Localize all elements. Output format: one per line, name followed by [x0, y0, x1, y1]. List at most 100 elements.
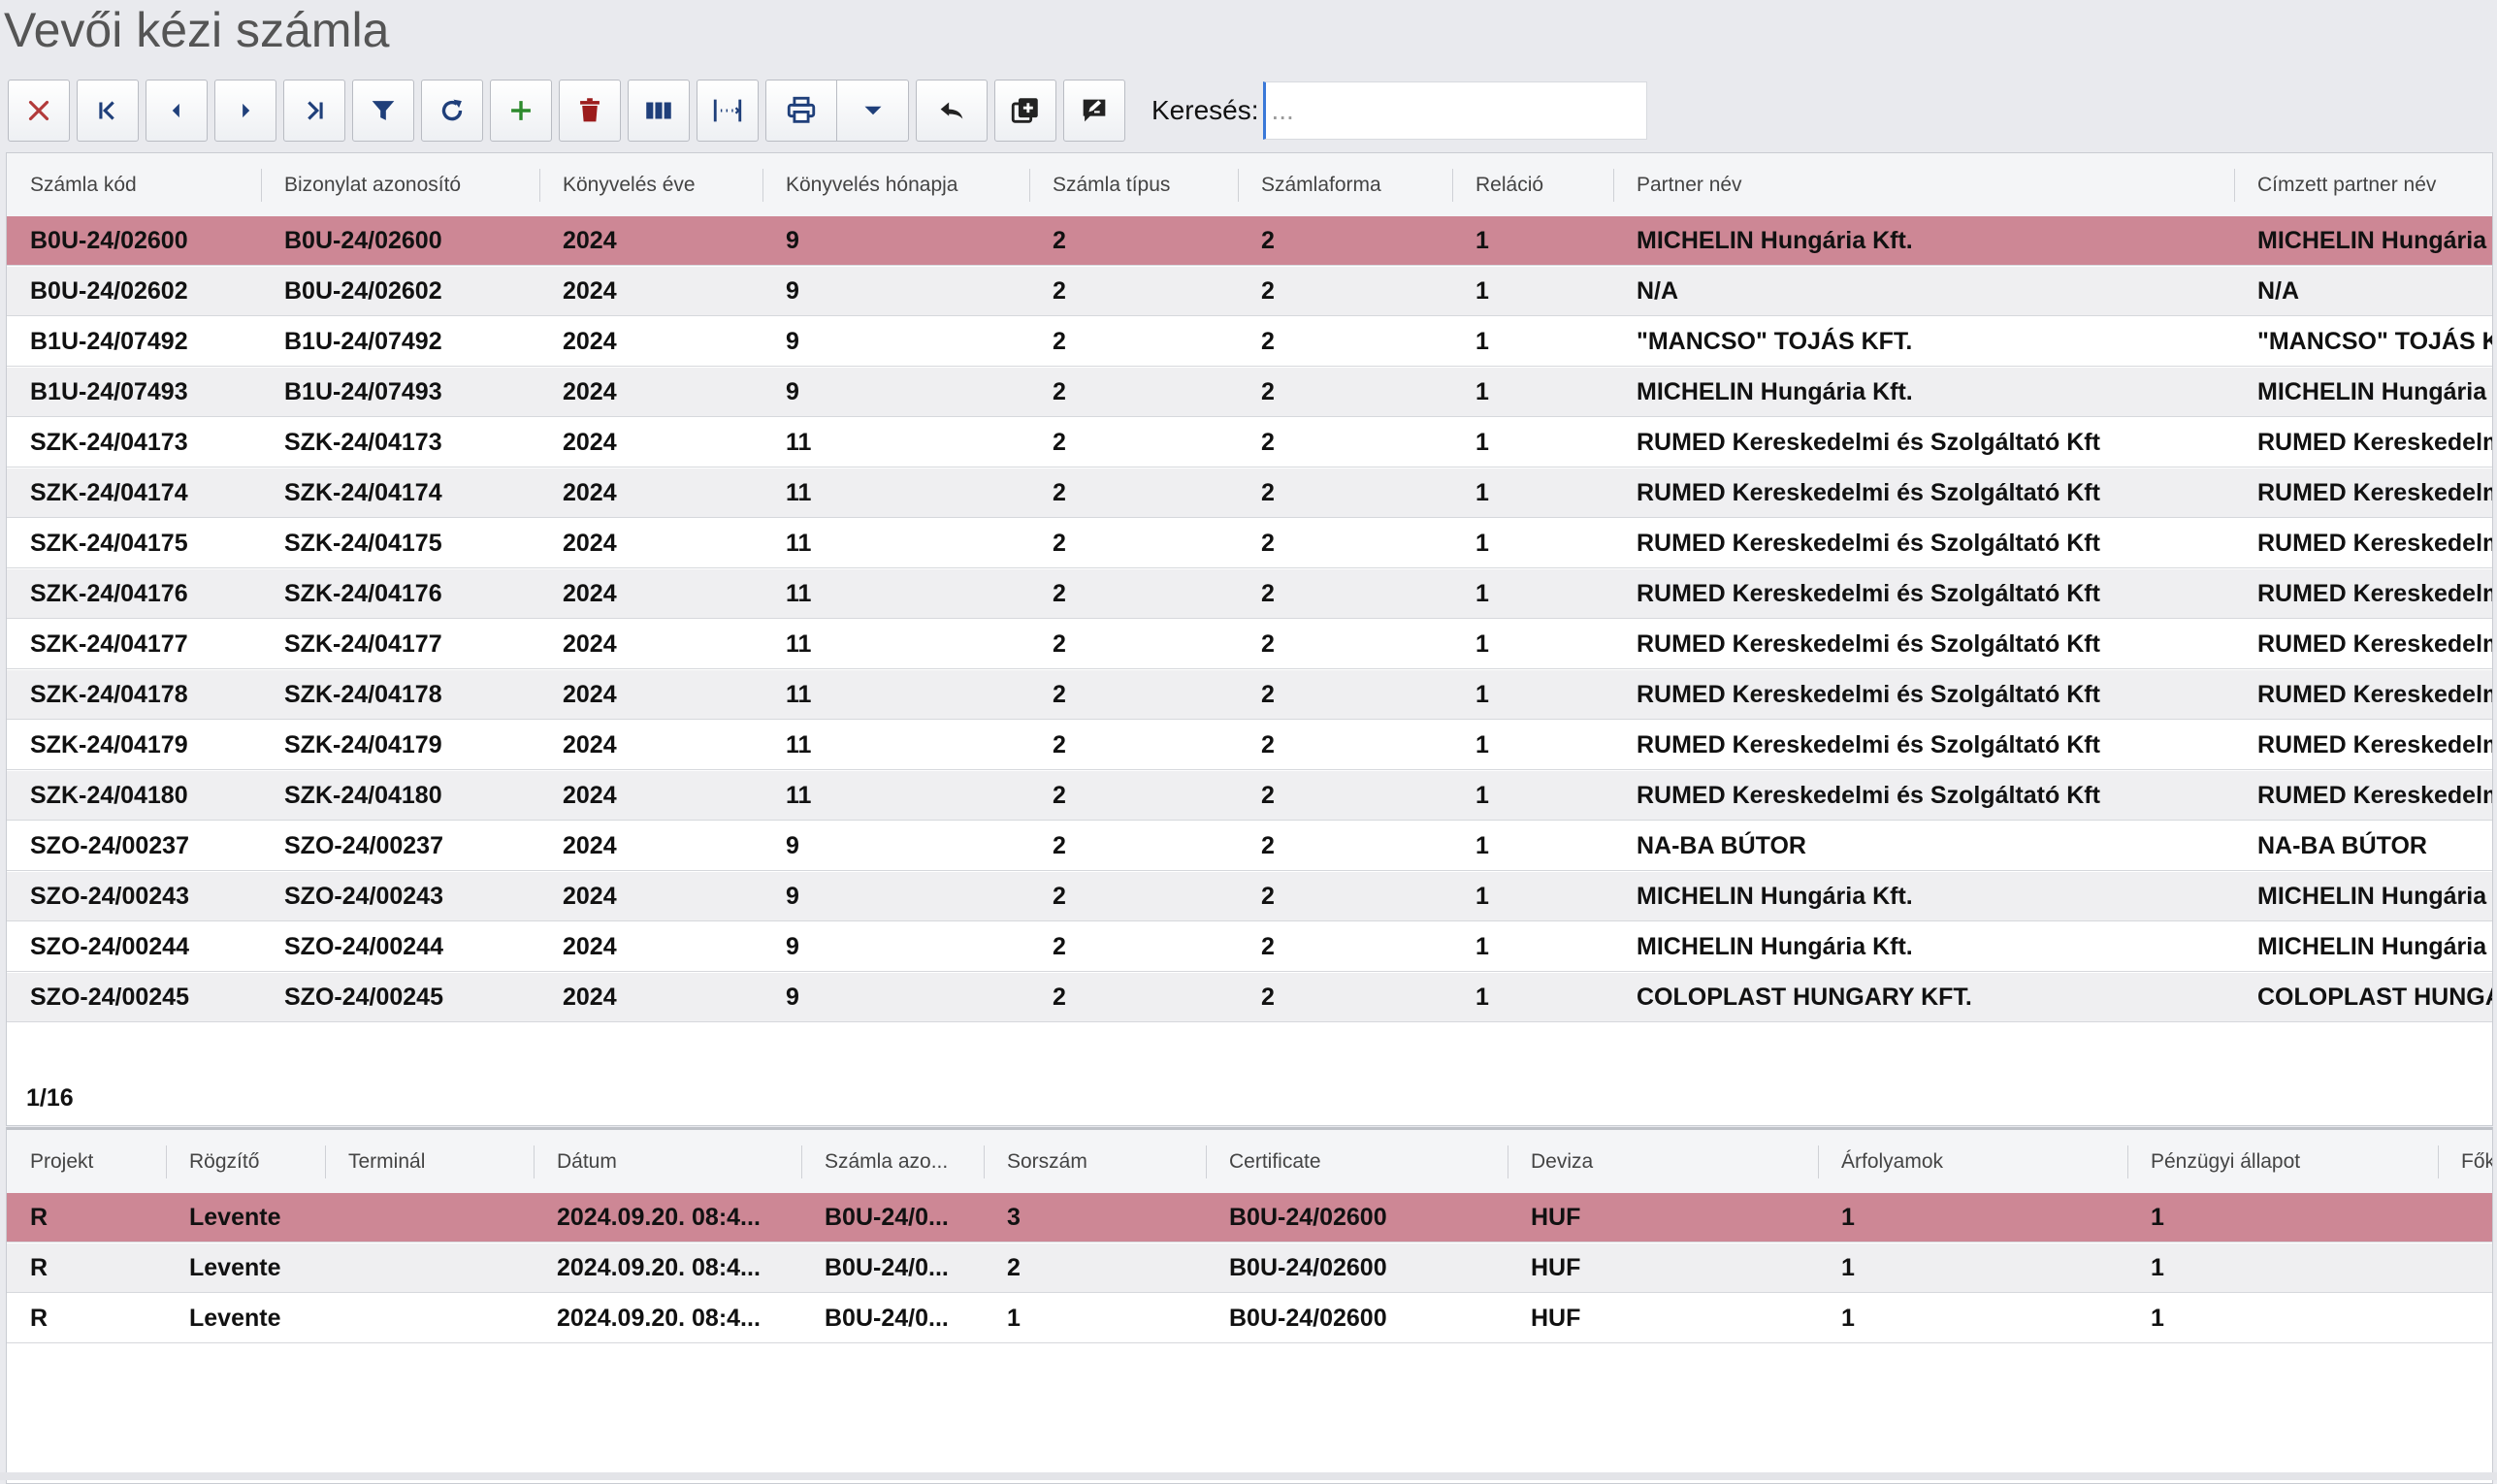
table-cell: RUMED Kereskedelmi és Szolgáltató Kft: [1637, 782, 2100, 809]
column-header[interactable]: Pénzügyi állapot: [2151, 1150, 2301, 1173]
column-resize-handle[interactable]: [1238, 169, 1239, 202]
column-header[interactable]: Fők: [2461, 1150, 2493, 1173]
columns-icon: [646, 102, 671, 119]
table-row[interactable]: SZO-24/00244 SZO-24/00244 2024 9 2 2 1 MICHELIN…: [7, 922, 2492, 972]
table-cell: 2: [1053, 984, 1066, 1011]
column-header[interactable]: Sorszám: [1007, 1150, 1087, 1173]
first-record-button[interactable]: [77, 80, 139, 142]
table-cell: 1: [1476, 832, 1489, 859]
table-row[interactable]: SZK-24/04174 SZK-24/04174 2024 11 2 2 1 RUMED K…: [7, 468, 2492, 518]
column-resize-handle[interactable]: [2234, 169, 2235, 202]
column-resize-handle[interactable]: [325, 1145, 326, 1178]
table-cell: MICHELIN Hungária Kft.: [1637, 933, 1913, 960]
column-header[interactable]: Deviza: [1531, 1150, 1594, 1173]
table-row[interactable]: R Levente 2024.09.20. 08:4... B0U-24/0... 1 B…: [7, 1294, 2492, 1343]
column-resize-handle[interactable]: [539, 169, 540, 202]
column-header[interactable]: Dátum: [557, 1150, 617, 1173]
column-resize-handle[interactable]: [1029, 169, 1030, 202]
table-row[interactable]: SZO-24/00243 SZO-24/00243 2024 9 2 2 1 MICHELIN…: [7, 872, 2492, 921]
column-resize-handle[interactable]: [534, 1145, 535, 1178]
table-row[interactable]: SZO-24/00237 SZO-24/00237 2024 9 2 2 1 NA-BA BÚ…: [7, 822, 2492, 871]
table-cell: 2: [1053, 883, 1066, 910]
filter-button[interactable]: [352, 80, 414, 142]
fit-columns-button[interactable]: [697, 80, 759, 142]
table-row[interactable]: SZK-24/04177 SZK-24/04177 2024 11 2 2 1 RUMED K…: [7, 620, 2492, 669]
table-row[interactable]: SZK-24/04176 SZK-24/04176 2024 11 2 2 1 RUMED K…: [7, 569, 2492, 619]
previous-record-button[interactable]: [146, 80, 208, 142]
column-resize-handle[interactable]: [984, 1145, 985, 1178]
column-header[interactable]: Könyvelés hónapja: [786, 174, 958, 196]
undo-button[interactable]: [916, 80, 988, 142]
table-row[interactable]: SZK-24/04173 SZK-24/04173 2024 11 2 2 1 RUMED K…: [7, 418, 2492, 468]
columns-button[interactable]: [628, 80, 690, 142]
table-cell: 2: [1261, 883, 1275, 910]
column-header[interactable]: Könyvelés éve: [563, 174, 696, 196]
invoice-grid: Számla kód Bizonylat azonosító Könyvelés é…: [6, 152, 2493, 1126]
table-cell: B1U-24/07493: [284, 378, 442, 405]
last-record-button[interactable]: [283, 80, 345, 142]
table-cell: 9: [786, 277, 799, 305]
column-resize-handle[interactable]: [2438, 1145, 2439, 1178]
print-icon: [787, 96, 816, 123]
column-header[interactable]: Számlaforma: [1261, 174, 1381, 196]
column-header[interactable]: Címzett partner név: [2257, 174, 2437, 196]
table-row[interactable]: SZK-24/04180 SZK-24/04180 2024 11 2 2 1 RUMED K…: [7, 771, 2492, 821]
table-row[interactable]: B0U-24/02602 B0U-24/02602 2024 9 2 2 1 N/A N/A: [7, 267, 2492, 316]
table-cell: MICHELIN Hungária Kft.: [2257, 883, 2492, 910]
column-header[interactable]: Reláció: [1476, 174, 1544, 196]
column-resize-handle[interactable]: [1613, 169, 1614, 202]
table-cell: 2024: [563, 580, 617, 607]
column-header[interactable]: Árfolyamok: [1841, 1150, 1944, 1173]
column-header[interactable]: Rögzítő: [189, 1150, 260, 1173]
table-cell: Levente: [189, 1254, 281, 1281]
column-header[interactable]: Certificate: [1229, 1150, 1321, 1173]
table-row[interactable]: B1U-24/07493 B1U-24/07493 2024 9 2 2 1 MICHELIN…: [7, 368, 2492, 417]
edit-note-button[interactable]: [1063, 80, 1125, 142]
table-row[interactable]: R Levente 2024.09.20. 08:4... B0U-24/0... 2 B…: [7, 1243, 2492, 1293]
table-cell: R: [30, 1305, 49, 1332]
column-resize-handle[interactable]: [2127, 1145, 2128, 1178]
table-cell: SZO-24/00245: [284, 984, 443, 1011]
search-input[interactable]: [1262, 81, 1647, 140]
table-row[interactable]: SZK-24/04175 SZK-24/04175 2024 11 2 2 1 RUMED K…: [7, 519, 2492, 568]
table-row[interactable]: B1U-24/07492 B1U-24/07492 2024 9 2 2 1 "MANCSO"…: [7, 317, 2492, 367]
table-cell: 1: [1476, 782, 1489, 809]
table-row[interactable]: B0U-24/02600 B0U-24/02600 2024 9 2 2 1 MICHELIN…: [7, 216, 2492, 266]
column-header[interactable]: Projekt: [30, 1150, 94, 1173]
column-resize-handle[interactable]: [1452, 169, 1453, 202]
table-row[interactable]: SZO-24/00245 SZO-24/00245 2024 9 2 2 1 COLOPLAS…: [7, 973, 2492, 1022]
print-button[interactable]: [765, 80, 837, 142]
table-cell: B0U-24/02600: [1229, 1254, 1387, 1281]
column-resize-handle[interactable]: [1818, 1145, 1819, 1178]
column-header[interactable]: Terminál: [348, 1150, 426, 1173]
refresh-button[interactable]: [421, 80, 483, 142]
column-header[interactable]: Bizonylat azonosító: [284, 174, 462, 196]
caret-left-icon: [172, 103, 179, 118]
column-header[interactable]: Partner név: [1637, 174, 1742, 196]
column-header[interactable]: Számla típus: [1053, 174, 1171, 196]
column-resize-handle[interactable]: [801, 1145, 802, 1178]
page-title: Vevői kézi számla: [4, 3, 390, 57]
table-row[interactable]: R Levente 2024.09.20. 08:4... B0U-24/0... 3 B…: [7, 1193, 2492, 1242]
table-row[interactable]: SZK-24/04179 SZK-24/04179 2024 11 2 2 1 RUMED K…: [7, 721, 2492, 770]
delete-button[interactable]: [559, 80, 621, 142]
add-button[interactable]: [490, 80, 552, 142]
next-record-button[interactable]: [214, 80, 276, 142]
column-header[interactable]: Számla kód: [30, 174, 137, 196]
column-resize-handle[interactable]: [261, 169, 262, 202]
table-cell: 2: [1053, 832, 1066, 859]
table-cell: 2024: [563, 277, 617, 305]
table-cell: SZO-24/00237: [284, 832, 443, 859]
print-menu-button[interactable]: [837, 80, 909, 142]
table-cell: B0U-24/02602: [284, 277, 442, 305]
table-cell: RUMED Kereskedelmi és Szolgáltató Kft: [2257, 681, 2492, 708]
column-header[interactable]: Számla azo...: [825, 1150, 949, 1173]
close-button[interactable]: [8, 80, 70, 142]
status-bar: [0, 1472, 2497, 1480]
table-cell: RUMED Kereskedelmi és Szolgáltató Kft: [1637, 530, 2100, 557]
column-resize-handle[interactable]: [166, 1145, 167, 1178]
column-resize-handle[interactable]: [762, 169, 763, 202]
column-resize-handle[interactable]: [1206, 1145, 1207, 1178]
table-row[interactable]: SZK-24/04178 SZK-24/04178 2024 11 2 2 1 RUMED K…: [7, 670, 2492, 720]
copy-new-button[interactable]: [994, 80, 1056, 142]
